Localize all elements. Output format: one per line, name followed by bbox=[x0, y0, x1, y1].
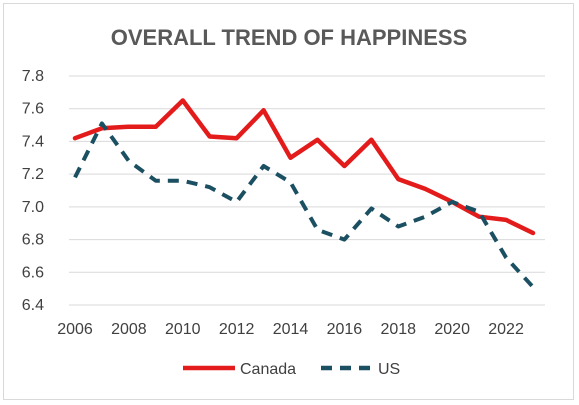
x-tick-label: 2008 bbox=[111, 321, 147, 338]
y-tick-label: 7.6 bbox=[22, 101, 44, 118]
legend-label-canada: Canada bbox=[240, 361, 296, 378]
x-tick-label: 2016 bbox=[327, 321, 363, 338]
series-line-us bbox=[73, 121, 535, 289]
x-axis-ticks: 2006 2008 2010 2012 2014 2016 2018 2020 2022 bbox=[57, 321, 524, 338]
gridlines bbox=[69, 75, 545, 306]
chart-frame bbox=[3, 3, 574, 400]
x-tick-label: 2012 bbox=[219, 321, 255, 338]
x-tick-label: 2018 bbox=[380, 321, 416, 338]
y-tick-label: 7.4 bbox=[22, 133, 44, 150]
legend-label-us: US bbox=[378, 361, 400, 378]
series-lines bbox=[72, 98, 536, 289]
x-tick-label: 2010 bbox=[165, 321, 201, 338]
y-tick-label: 7.8 bbox=[22, 68, 44, 85]
y-tick-label: 7.0 bbox=[22, 199, 44, 216]
y-tick-label: 6.8 bbox=[22, 232, 44, 249]
x-tick-label: 2022 bbox=[488, 321, 524, 338]
chart-title: OVERALL TREND OF HAPPINESS bbox=[111, 25, 468, 50]
legend: Canada US bbox=[183, 361, 400, 378]
x-tick-label: 2006 bbox=[57, 321, 93, 338]
x-tick-label: 2020 bbox=[434, 321, 470, 338]
y-axis-ticks: 6.4 6.6 6.8 7.0 7.2 7.4 7.6 7.8 bbox=[22, 68, 44, 314]
y-tick-label: 6.6 bbox=[22, 264, 44, 281]
y-tick-label: 7.2 bbox=[22, 166, 44, 183]
y-tick-label: 6.4 bbox=[22, 297, 44, 314]
series-line-canada bbox=[72, 98, 536, 236]
x-tick-label: 2014 bbox=[273, 321, 309, 338]
